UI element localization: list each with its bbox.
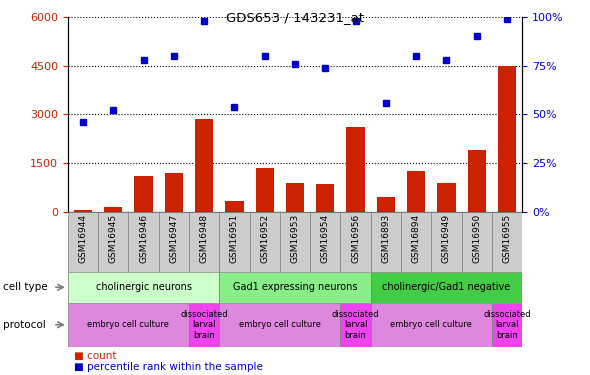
- Text: GSM16944: GSM16944: [78, 214, 87, 262]
- Text: GSM16893: GSM16893: [381, 214, 391, 263]
- Bar: [461, 212, 492, 272]
- Bar: [371, 272, 522, 303]
- Text: GDS653 / 143231_at: GDS653 / 143231_at: [226, 11, 364, 24]
- Bar: [280, 212, 310, 272]
- Text: cell type: cell type: [3, 282, 48, 292]
- Bar: [68, 212, 98, 272]
- Text: GSM16946: GSM16946: [139, 214, 148, 263]
- Bar: [286, 183, 304, 212]
- Bar: [135, 176, 153, 212]
- Text: GSM16950: GSM16950: [472, 214, 481, 263]
- Bar: [195, 119, 213, 212]
- Bar: [340, 303, 371, 347]
- Text: GSM16951: GSM16951: [230, 214, 239, 263]
- Text: ■ count: ■ count: [74, 351, 116, 360]
- Text: embryo cell culture: embryo cell culture: [87, 320, 169, 329]
- Text: GSM16953: GSM16953: [290, 214, 300, 263]
- Bar: [401, 212, 431, 272]
- Text: ■ percentile rank within the sample: ■ percentile rank within the sample: [74, 362, 263, 372]
- Text: cholinergic/Gad1 negative: cholinergic/Gad1 negative: [382, 282, 510, 292]
- Text: GSM16948: GSM16948: [199, 214, 209, 263]
- Text: cholinergic neurons: cholinergic neurons: [96, 282, 192, 292]
- Text: dissociated
larval
brain: dissociated larval brain: [181, 310, 228, 340]
- Bar: [68, 303, 189, 347]
- Text: embryo cell culture: embryo cell culture: [391, 320, 472, 329]
- Text: protocol: protocol: [3, 320, 45, 330]
- Text: dissociated
larval
brain: dissociated larval brain: [483, 310, 531, 340]
- Bar: [340, 212, 371, 272]
- Bar: [250, 212, 280, 272]
- Text: GSM16952: GSM16952: [260, 214, 269, 263]
- Bar: [165, 173, 183, 212]
- Bar: [219, 272, 371, 303]
- Text: GSM16954: GSM16954: [321, 214, 330, 263]
- Bar: [377, 197, 395, 212]
- Text: GSM16956: GSM16956: [351, 214, 360, 263]
- Bar: [68, 272, 219, 303]
- Bar: [219, 212, 250, 272]
- Text: GSM16949: GSM16949: [442, 214, 451, 263]
- Bar: [407, 171, 425, 212]
- Text: embryo cell culture: embryo cell culture: [239, 320, 321, 329]
- Bar: [159, 212, 189, 272]
- Bar: [437, 183, 455, 212]
- Text: dissociated
larval
brain: dissociated larval brain: [332, 310, 379, 340]
- Bar: [316, 184, 335, 212]
- Bar: [371, 212, 401, 272]
- Bar: [431, 212, 461, 272]
- Bar: [219, 303, 340, 347]
- Bar: [498, 66, 516, 212]
- Text: GSM16945: GSM16945: [109, 214, 118, 263]
- Bar: [468, 150, 486, 212]
- Text: Gad1 expressing neurons: Gad1 expressing neurons: [232, 282, 358, 292]
- Bar: [492, 212, 522, 272]
- Text: GSM16955: GSM16955: [503, 214, 512, 263]
- Bar: [104, 207, 122, 212]
- Text: GSM16947: GSM16947: [169, 214, 178, 263]
- Bar: [492, 303, 522, 347]
- Bar: [74, 210, 92, 212]
- Bar: [225, 201, 244, 212]
- Bar: [189, 212, 219, 272]
- Bar: [189, 303, 219, 347]
- Text: GSM16894: GSM16894: [412, 214, 421, 263]
- Bar: [371, 303, 492, 347]
- Bar: [129, 212, 159, 272]
- Bar: [346, 128, 365, 212]
- Bar: [98, 212, 129, 272]
- Bar: [310, 212, 340, 272]
- Bar: [255, 168, 274, 212]
